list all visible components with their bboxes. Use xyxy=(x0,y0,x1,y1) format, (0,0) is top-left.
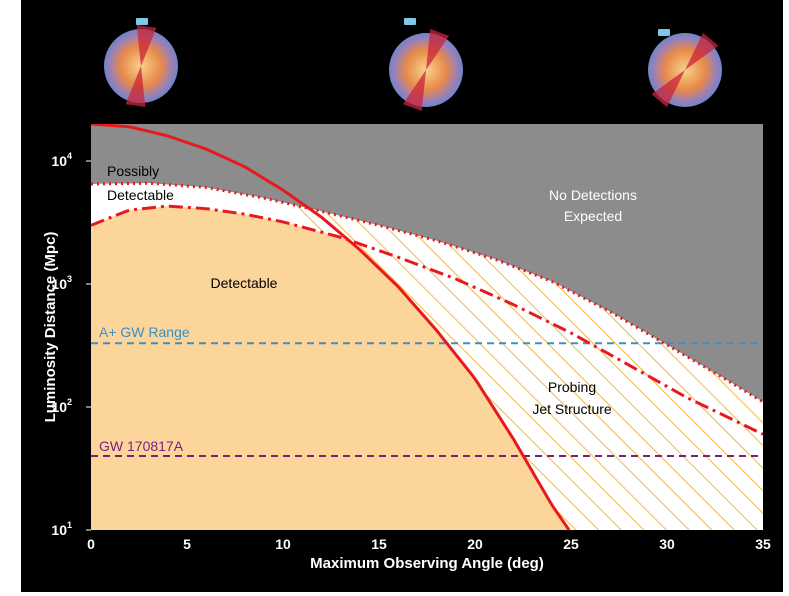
observer-telescope xyxy=(136,18,148,25)
y-tick-label: 103 xyxy=(51,274,72,292)
jet-cone-top xyxy=(136,24,157,66)
region-detectable xyxy=(91,206,570,530)
y-axis-title: Luminosity Distance (Mpc) xyxy=(42,232,59,423)
x-tick-label: 0 xyxy=(87,536,95,552)
region-label-detectable: Detectable xyxy=(211,275,278,291)
region-label-probing: Probing xyxy=(548,379,596,395)
y-tick-label: 102 xyxy=(51,397,72,415)
region-label-no-detections: No Detections xyxy=(549,187,637,203)
x-tick-label: 35 xyxy=(755,536,771,552)
region-label-expected: Expected xyxy=(564,208,622,224)
x-axis-title: Maximum Observing Angle (deg) xyxy=(310,555,544,572)
x-tick-label: 30 xyxy=(659,536,675,552)
reference-label-a-plus-gw-range: A+ GW Range xyxy=(99,324,190,340)
series-solid-curve xyxy=(91,124,571,530)
y-tick-label: 104 xyxy=(51,151,72,169)
x-tick-label: 10 xyxy=(275,536,291,552)
x-tick-label: 25 xyxy=(563,536,579,552)
jet-sphere-large-angle xyxy=(648,29,722,108)
jet-cones xyxy=(125,24,157,108)
jet-sphere-moderate-angle xyxy=(389,18,463,112)
reference-label-gw-170817a: GW 170817A xyxy=(99,438,184,454)
series-dashdot-curve xyxy=(91,204,763,436)
jet-cone-bottom xyxy=(125,66,146,108)
jet-cone-top xyxy=(685,32,719,70)
region-possibly-detectable xyxy=(91,183,293,226)
y-tick-label: 101 xyxy=(51,520,72,538)
x-tick-label: 5 xyxy=(183,536,191,552)
jet-sphere-on-axis xyxy=(104,18,178,108)
page-margin xyxy=(783,0,789,596)
jet-cones xyxy=(651,32,719,108)
observer-telescope xyxy=(658,29,670,36)
region-label-possibly-detectable: Detectable xyxy=(107,187,174,203)
x-tick-label: 15 xyxy=(371,536,387,552)
jet-cone-top xyxy=(426,28,450,70)
region-label-jet-structure: Jet Structure xyxy=(532,401,612,417)
observer-telescope xyxy=(404,18,416,25)
region-no-detections xyxy=(91,124,763,402)
jet-cone-bottom xyxy=(402,70,426,112)
jet-cones xyxy=(402,28,450,112)
x-tick-label: 20 xyxy=(467,536,483,552)
region-label-possibly: Possibly xyxy=(107,163,159,179)
jet-cone-bottom xyxy=(651,70,685,108)
